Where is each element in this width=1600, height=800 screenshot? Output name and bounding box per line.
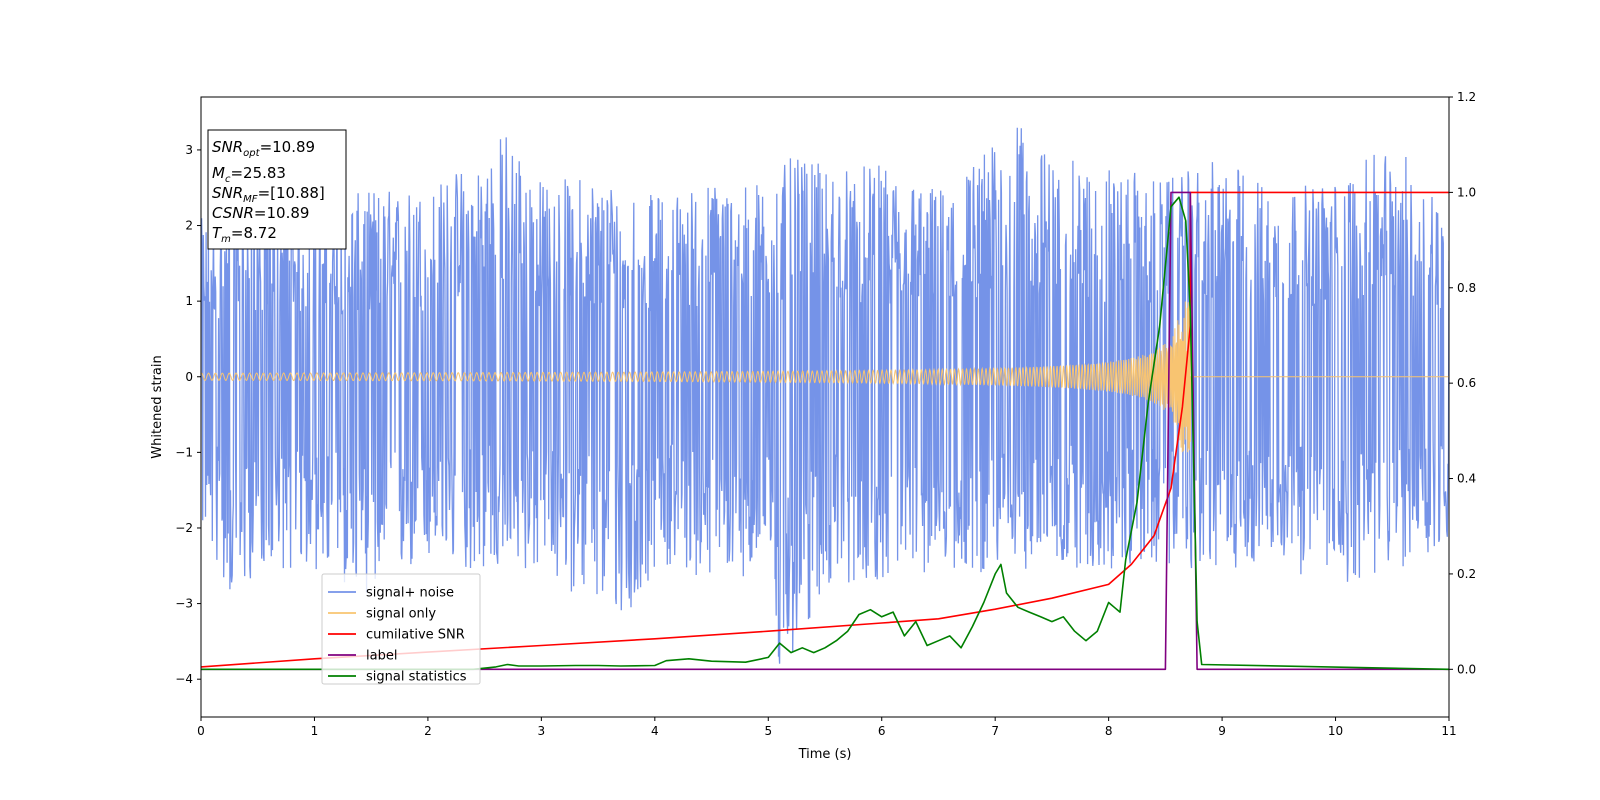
legend-label: signal+ noise [366,586,454,601]
series-cumilative-snr [201,191,1449,668]
y2-tick-label: 0.2 [1457,567,1476,581]
annotation-mc: Mc=25.83 [212,164,286,185]
series-signal-statistics [201,196,1449,671]
x-tick-label: 8 [1105,724,1113,738]
y-axis-right: 0.0 0.2 0.4 0.6 0.8 1.0 1.2 [1449,90,1476,676]
annotation-tm: Tm=8.72 [212,224,277,245]
y-tick-label: −2 [175,521,193,535]
plot-frame [200,96,1450,718]
y2-tick-label: 0.6 [1457,376,1476,390]
series-label [201,191,1449,671]
legend-label: cumilative SNR [366,628,465,643]
annotation-csnr: CSNR=10.89 [212,204,309,222]
y-tick-label: −1 [175,445,193,459]
x-tick-label: 5 [764,724,772,738]
x-tick-label: 7 [991,724,999,738]
x-tick-label: 11 [1441,724,1456,738]
legend-label: signal only [366,607,436,622]
annotation-box: SNRopt=10.89 Mc=25.83 SNRMF=[10.88] CSNR… [207,129,347,250]
legend-label: signal statistics [366,670,467,685]
x-tick-label: 2 [424,724,432,738]
series-signal-plus-noise [201,127,1449,664]
y2-tick-label: 1.0 [1457,185,1476,199]
y-axis-left: −4 −3 −2 −1 0 1 2 3 [175,143,201,686]
x-axis: 0 1 2 3 4 5 6 7 8 9 10 11 [197,717,1457,738]
y2-tick-label: 1.2 [1457,90,1476,104]
y-axis-label: Whitened strain [150,355,165,458]
y-tick-label: −4 [175,672,193,686]
x-axis-label: Time (s) [798,747,852,762]
y-tick-label: 3 [185,143,193,157]
y-tick-label: 0 [185,370,193,384]
x-tick-label: 4 [651,724,659,738]
series-layer [201,127,1449,671]
legend-label: label [366,649,397,664]
y-tick-label: 2 [185,219,193,233]
series-signal-only [201,301,1449,453]
x-tick-label: 10 [1328,724,1343,738]
y2-tick-label: 0.0 [1457,662,1476,676]
x-tick-label: 1 [311,724,319,738]
y-tick-label: −3 [175,597,193,611]
x-tick-label: 0 [197,724,205,738]
x-tick-label: 3 [538,724,546,738]
annotation-snr-mf: SNRMF=[10.88] [212,184,325,205]
x-tick-label: 9 [1218,724,1226,738]
y2-tick-label: 0.4 [1457,472,1476,486]
y-tick-label: 1 [185,294,193,308]
x-tick-label: 6 [878,724,886,738]
y2-tick-label: 0.8 [1457,281,1476,295]
legend: signal+ noise signal only cumilative SNR la… [321,573,481,685]
annotation-snr-opt: SNRopt=10.89 [212,138,315,159]
